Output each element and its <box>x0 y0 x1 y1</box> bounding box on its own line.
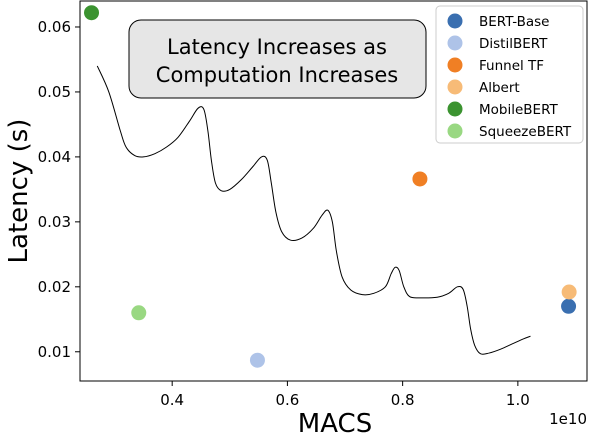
legend: BERT-Base DistilBERT Funnel TF Albert Mobile… <box>435 5 584 144</box>
y-tick-label: 0.04 <box>38 148 71 166</box>
annotation-line-1: Latency Increases as <box>167 35 387 59</box>
point-squeezebert <box>131 305 147 321</box>
legend-marker-squeezebert <box>447 123 463 139</box>
y-tick-label: 0.02 <box>38 278 71 296</box>
point-mobilebert <box>84 5 100 21</box>
plot-area-frame <box>79 0 588 382</box>
legend-marker-bert-base <box>447 13 463 29</box>
x-tick-label: 1.0 <box>506 391 530 409</box>
y-axis-label: Latency (s) <box>4 119 34 264</box>
x-axis: 0.4 0.6 0.8 1.0 <box>160 381 530 409</box>
legend-marker-mobilebert <box>447 101 463 117</box>
point-funnel-tf <box>412 171 428 187</box>
x-tick-label: 0.4 <box>160 391 184 409</box>
trend-curve <box>96 65 531 355</box>
legend-label-funnel-tf: Funnel TF <box>479 58 544 74</box>
y-tick-label: 0.03 <box>38 213 71 231</box>
legend-frame <box>435 5 584 144</box>
x-tick-label: 0.8 <box>391 391 415 409</box>
annotation-line-2: Computation Increases <box>156 63 398 87</box>
point-distilbert <box>249 352 265 368</box>
y-axis: 0.01 0.02 0.03 0.04 0.05 0.06 <box>38 18 80 361</box>
annotation-box-background <box>128 19 427 99</box>
x-axis-label: MACS <box>298 409 372 436</box>
legend-items: BERT-Base DistilBERT Funnel TF Albert Mobile… <box>447 13 572 140</box>
annotation-box: Latency Increases as Computation Increas… <box>128 19 427 99</box>
y-tick-label: 0.01 <box>38 343 71 361</box>
legend-label-distilbert: DistilBERT <box>479 36 548 52</box>
legend-label-mobilebert: MobileBERT <box>479 102 558 118</box>
x-tick-label: 0.6 <box>275 391 299 409</box>
y-tick-label: 0.05 <box>38 83 71 101</box>
y-tick-label: 0.06 <box>38 18 71 36</box>
legend-label-albert: Albert <box>479 80 520 96</box>
legend-marker-funnel-tf <box>447 57 463 73</box>
x-axis-offset-label: 1e10 <box>549 410 587 428</box>
legend-label-bert-base: BERT-Base <box>479 14 549 30</box>
legend-marker-albert <box>447 79 463 95</box>
point-bert-base <box>561 298 577 314</box>
point-albert <box>561 284 577 300</box>
data-points <box>84 5 577 368</box>
legend-label-squeezebert: SqueezeBERT <box>479 124 572 140</box>
legend-marker-distilbert <box>447 35 463 51</box>
